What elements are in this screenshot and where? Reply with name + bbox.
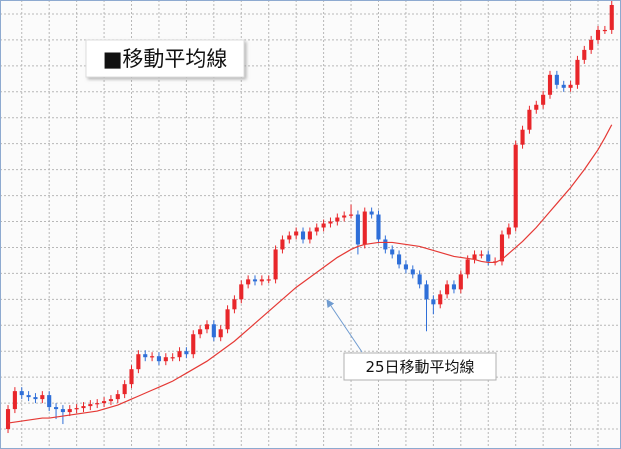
candle-body bbox=[417, 274, 422, 285]
candle-body bbox=[177, 351, 182, 358]
candle-body bbox=[335, 217, 340, 222]
candle-body bbox=[81, 406, 86, 409]
candle-body bbox=[143, 354, 148, 358]
candle-body bbox=[12, 391, 17, 410]
candle-body bbox=[163, 357, 168, 362]
candle-body bbox=[53, 407, 59, 410]
title-box bbox=[85, 39, 245, 78]
candle-body bbox=[410, 269, 415, 275]
candle-body bbox=[506, 227, 511, 235]
candle-body bbox=[554, 74, 559, 85]
candle-body bbox=[582, 49, 587, 60]
candle-body bbox=[541, 94, 546, 105]
candle-body bbox=[218, 329, 223, 338]
candle-body bbox=[431, 299, 436, 305]
candle-body bbox=[513, 144, 518, 228]
ma-label: 25日移動平均線 bbox=[365, 358, 474, 376]
candle-body bbox=[602, 29, 607, 32]
candle-body bbox=[307, 231, 312, 240]
candle-body bbox=[273, 249, 278, 280]
candle-body bbox=[348, 214, 354, 216]
candle-body bbox=[108, 399, 113, 402]
candle-body bbox=[74, 408, 79, 410]
candle-body bbox=[40, 395, 45, 400]
candle-body bbox=[561, 84, 566, 88]
candle-body bbox=[362, 211, 367, 245]
candle-body bbox=[129, 369, 134, 385]
annotation-arrow bbox=[326, 299, 363, 353]
candle-body bbox=[376, 214, 381, 240]
candle-body bbox=[19, 391, 24, 396]
candle-body bbox=[397, 254, 402, 265]
candle-body bbox=[33, 397, 38, 400]
candle-body bbox=[472, 254, 477, 260]
candle-body bbox=[88, 404, 93, 407]
candle-body bbox=[568, 84, 573, 88]
candle-body bbox=[499, 234, 505, 262]
candle-body bbox=[211, 324, 216, 338]
candle-body bbox=[342, 215, 347, 218]
candle-body bbox=[390, 249, 395, 255]
candle-body bbox=[60, 409, 65, 413]
candle-body bbox=[314, 227, 319, 232]
candle-body bbox=[5, 409, 11, 430]
candle-body bbox=[156, 356, 162, 362]
label-box bbox=[343, 352, 497, 381]
candle-body bbox=[451, 284, 457, 290]
candle-body bbox=[102, 401, 107, 404]
candle-body bbox=[445, 284, 450, 295]
candle-body bbox=[520, 129, 525, 145]
candle-body bbox=[458, 274, 463, 290]
moving-average-line bbox=[7, 124, 613, 424]
candle-body bbox=[266, 279, 271, 281]
candle-body bbox=[547, 74, 553, 95]
candle-body bbox=[252, 279, 258, 282]
candle-body bbox=[170, 357, 175, 359]
candle-body bbox=[239, 284, 244, 300]
candle-body bbox=[486, 254, 491, 262]
candle-body bbox=[595, 29, 601, 40]
candle-body bbox=[403, 264, 408, 270]
candle-body bbox=[115, 394, 120, 400]
candle-body bbox=[198, 329, 203, 335]
candle-body bbox=[150, 356, 155, 358]
candle-body bbox=[67, 409, 72, 413]
candle-body bbox=[355, 214, 360, 245]
candle-body bbox=[527, 109, 532, 130]
candle-body bbox=[280, 239, 285, 250]
candle-body bbox=[383, 239, 388, 250]
candle-body bbox=[328, 221, 333, 224]
candle-body bbox=[225, 309, 230, 330]
candle-body bbox=[294, 231, 299, 236]
candle-body bbox=[534, 104, 539, 110]
candle-body bbox=[287, 235, 292, 240]
candle-body bbox=[424, 284, 429, 300]
candle-body bbox=[321, 223, 326, 228]
candle-body bbox=[300, 231, 306, 240]
candle-body bbox=[259, 279, 264, 282]
candle-body bbox=[575, 59, 580, 85]
candle-body bbox=[465, 259, 470, 275]
candle-body bbox=[479, 254, 484, 256]
candle-body bbox=[95, 403, 100, 405]
candle-body bbox=[246, 279, 251, 285]
candle-body bbox=[589, 39, 594, 50]
candle-body bbox=[184, 351, 189, 355]
candle-body bbox=[369, 211, 374, 215]
candle-body bbox=[232, 299, 237, 310]
candle-body bbox=[438, 294, 443, 305]
candle-body bbox=[609, 4, 614, 30]
chart-title: ■移動平均線 bbox=[103, 47, 228, 71]
candle-body bbox=[191, 334, 196, 355]
candle-body bbox=[136, 354, 141, 370]
candle-body bbox=[204, 324, 210, 330]
candle-body bbox=[122, 384, 127, 395]
candle-body bbox=[26, 395, 31, 398]
candle-body bbox=[47, 395, 52, 408]
